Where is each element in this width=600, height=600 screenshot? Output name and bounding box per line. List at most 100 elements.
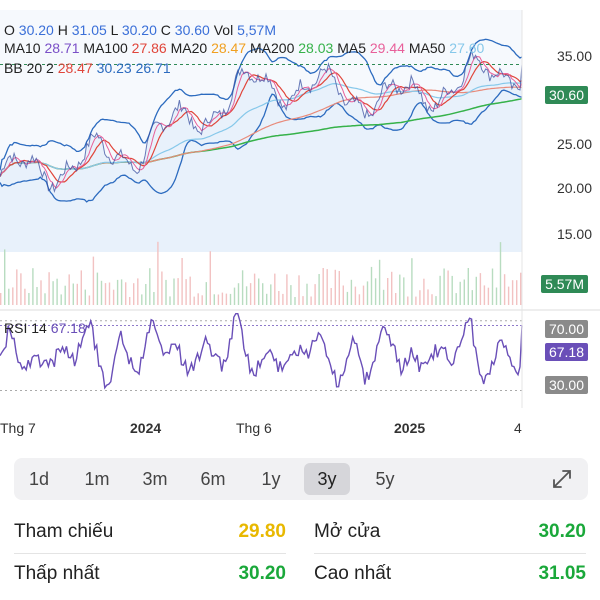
volume-bar bbox=[322, 268, 324, 305]
volume-bar bbox=[294, 297, 296, 305]
expand-icon[interactable] bbox=[550, 467, 574, 491]
volume-bar bbox=[16, 269, 18, 305]
volume-bar bbox=[4, 249, 6, 305]
volume-bar bbox=[411, 258, 413, 305]
volume-bar bbox=[262, 283, 264, 305]
volume-bar bbox=[24, 288, 26, 305]
volume-bar bbox=[431, 294, 433, 305]
rsi-line bbox=[0, 313, 523, 390]
volume-bar bbox=[169, 296, 171, 305]
range-6m[interactable]: 6m bbox=[200, 469, 226, 489]
volume-bar bbox=[133, 283, 135, 305]
open-label: Mở cửa bbox=[314, 521, 381, 542]
volume-bar bbox=[0, 293, 2, 305]
volume-bar bbox=[112, 289, 115, 305]
volume-bar bbox=[302, 296, 304, 305]
volume-bar bbox=[274, 273, 276, 305]
volume-bar bbox=[116, 279, 119, 305]
volume-bar bbox=[374, 278, 377, 305]
price-tick: 35.00 bbox=[556, 48, 592, 64]
volume-bar bbox=[100, 280, 103, 305]
volume-bar bbox=[370, 266, 373, 305]
price-tick: 20.00 bbox=[556, 180, 592, 196]
rsi-value-tag: 67.18 bbox=[544, 343, 588, 361]
volume-bar bbox=[479, 273, 482, 305]
volume-bar bbox=[487, 287, 490, 305]
volume-bar bbox=[233, 287, 236, 305]
volume-bar bbox=[483, 285, 486, 305]
low-stat-value: 30.20 bbox=[238, 563, 286, 584]
volume-bar bbox=[185, 279, 187, 305]
price-line bbox=[0, 50, 523, 194]
volume-bar bbox=[241, 270, 244, 305]
volume-bar bbox=[391, 271, 393, 305]
rsi-lower-tag: 30.00 bbox=[544, 376, 588, 394]
volume-bar bbox=[499, 242, 502, 305]
volume-bar bbox=[399, 274, 401, 305]
volume-bar bbox=[104, 283, 107, 305]
legend-ma: MA10 28.71 MA100 27.86 MA20 28.47 MA200 … bbox=[4, 40, 485, 56]
open-value: 30.20 bbox=[18, 22, 54, 38]
volume-bar bbox=[157, 241, 159, 305]
volume-bar bbox=[153, 292, 155, 305]
volume-bar bbox=[161, 271, 163, 305]
volume-bar bbox=[245, 286, 248, 305]
bb-upper-line bbox=[0, 38, 523, 171]
current-price-tag: 30.60 bbox=[544, 86, 588, 104]
volume-bar bbox=[318, 274, 320, 305]
volume-bar bbox=[48, 272, 50, 305]
volume-value: 5,57M bbox=[237, 22, 277, 38]
volume-bar bbox=[326, 269, 328, 305]
volume-bar bbox=[298, 275, 300, 305]
volume-bar bbox=[495, 287, 498, 305]
volume-bar bbox=[237, 283, 240, 305]
volume-bar bbox=[427, 289, 429, 305]
range-3m[interactable]: 3m bbox=[142, 469, 168, 489]
divider bbox=[14, 553, 286, 554]
volume-bar bbox=[36, 287, 38, 305]
range-1m[interactable]: 1m bbox=[84, 469, 110, 489]
range-selector: 1d 1m 3m 6m 1y 3y 5y bbox=[14, 458, 588, 500]
range-5y[interactable]: 5y bbox=[375, 469, 395, 489]
volume-bar bbox=[165, 279, 167, 305]
volume-bar bbox=[467, 268, 469, 305]
volume-bar bbox=[310, 296, 312, 305]
volume-bar bbox=[511, 280, 514, 305]
range-3y[interactable]: 3y bbox=[304, 463, 350, 495]
price-chart[interactable] bbox=[0, 0, 600, 445]
legend-bb: BB 20 2 28.47 30.23 26.71 bbox=[4, 60, 171, 76]
volume-bar bbox=[451, 275, 453, 305]
volume-bar bbox=[120, 279, 123, 305]
volume-bar bbox=[378, 259, 381, 305]
reference-row: Tham chiếu 29.80 bbox=[14, 512, 286, 552]
volume-bar bbox=[28, 293, 30, 305]
volume-bar bbox=[141, 294, 143, 305]
ma10-line bbox=[0, 60, 523, 183]
volume-bar bbox=[475, 276, 477, 305]
high-label: Cao nhất bbox=[314, 563, 392, 584]
price-tick: 25.00 bbox=[556, 136, 592, 152]
x-tick: Thg 6 bbox=[236, 420, 272, 436]
volume-bar bbox=[40, 280, 42, 305]
volume-bar bbox=[189, 276, 191, 305]
volume-bar bbox=[149, 268, 151, 305]
volume-bar bbox=[205, 282, 207, 305]
volume-bar bbox=[80, 270, 82, 305]
volume-bar bbox=[346, 291, 349, 305]
divider bbox=[314, 553, 586, 554]
x-tick: Thg 7 bbox=[0, 420, 36, 436]
rsi-legend: RSI 14 67.18 bbox=[4, 320, 86, 336]
volume-bar bbox=[278, 291, 280, 305]
high-row: Cao nhất 31.05 bbox=[314, 554, 586, 594]
volume-bar bbox=[443, 268, 445, 305]
volume-bar bbox=[507, 286, 510, 305]
volume-bar bbox=[72, 283, 74, 305]
volume-bar bbox=[20, 273, 22, 305]
low-row: Thấp nhất 30.20 bbox=[14, 554, 286, 594]
volume-bar bbox=[229, 293, 232, 305]
range-1d[interactable]: 1d bbox=[28, 469, 50, 489]
volume-bar bbox=[209, 251, 211, 305]
range-1y[interactable]: 1y bbox=[261, 469, 281, 489]
volume-bar bbox=[125, 282, 127, 305]
volume-bar bbox=[56, 278, 58, 305]
